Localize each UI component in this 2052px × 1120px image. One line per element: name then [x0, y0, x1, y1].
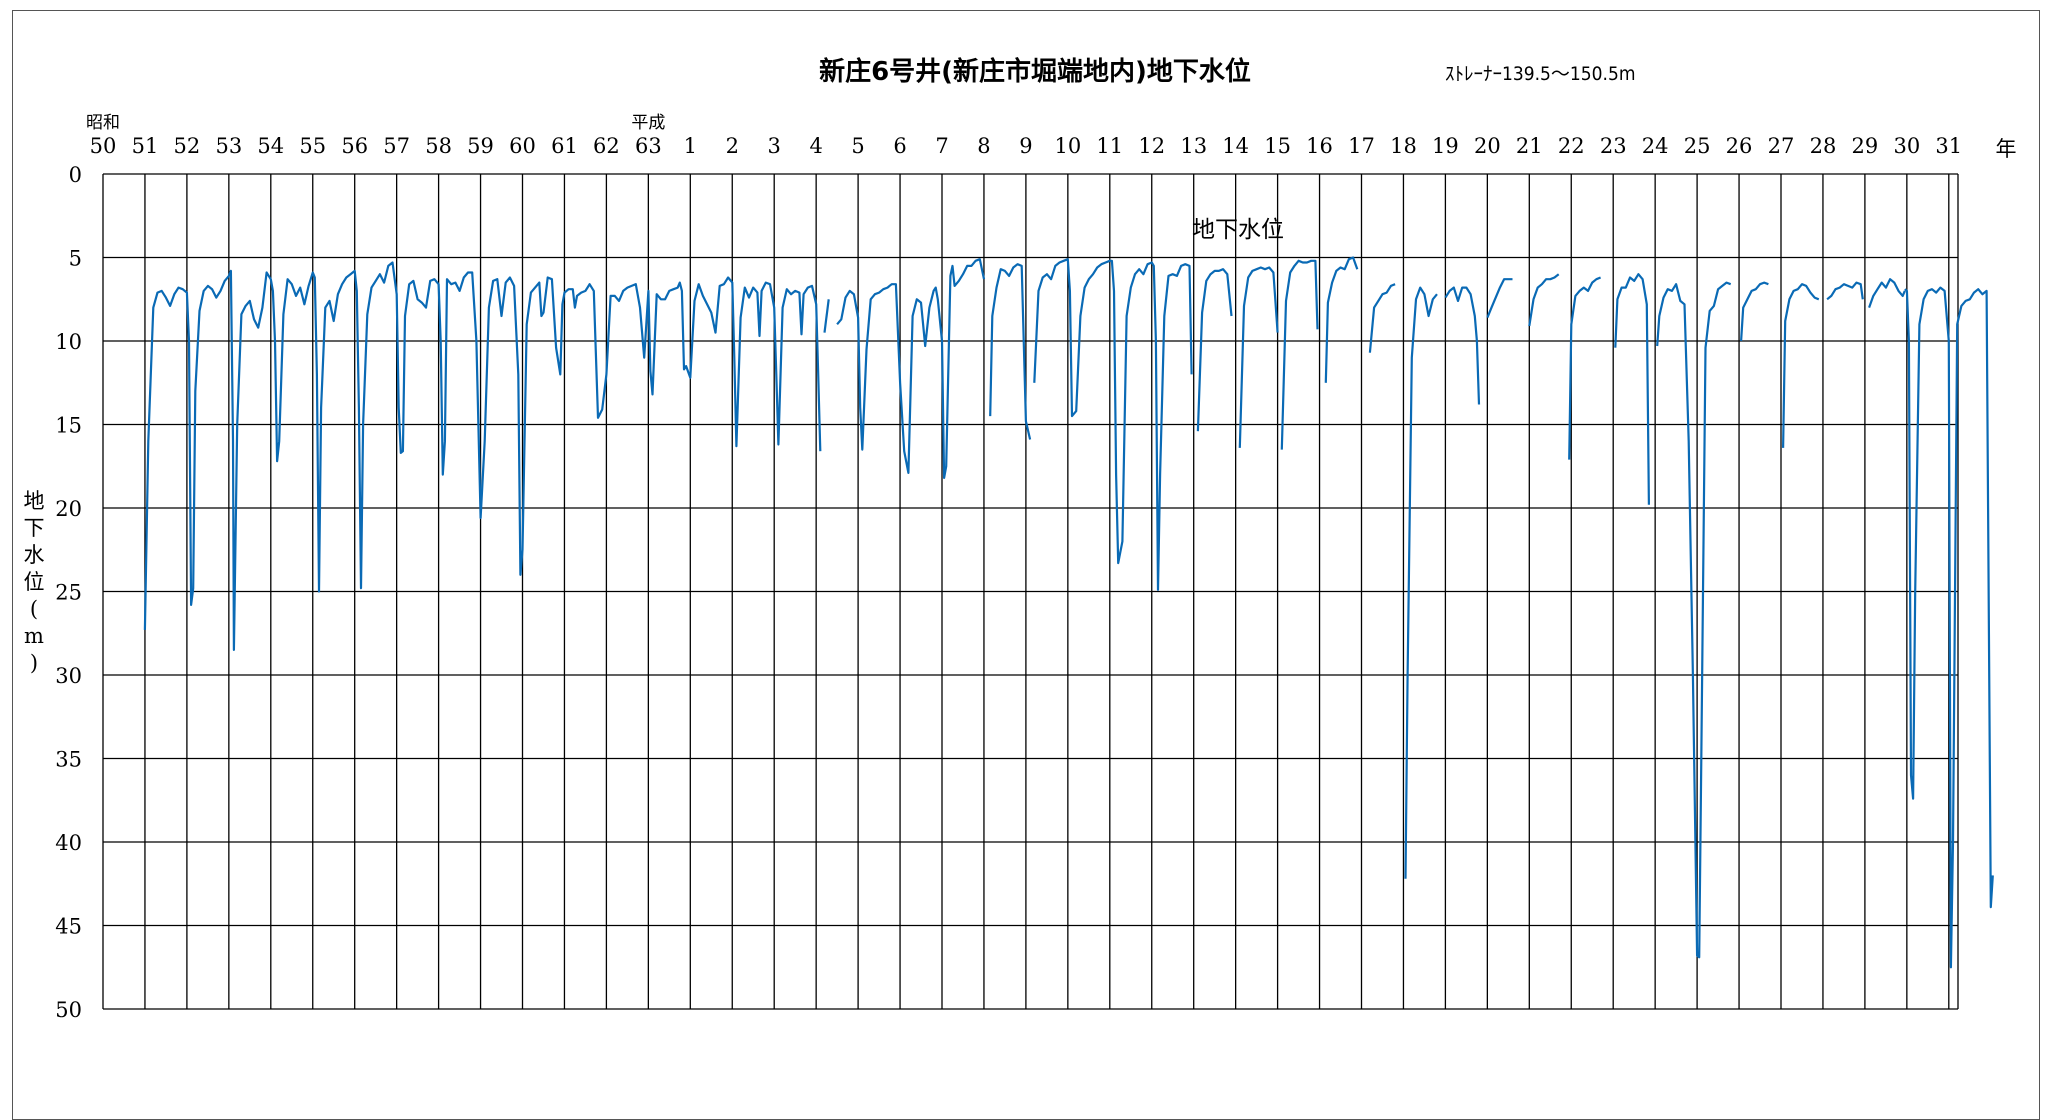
- x-tick-label: 53: [215, 134, 242, 158]
- series-line-segment: [1444, 286, 1481, 405]
- series-line-segment: [823, 299, 830, 333]
- x-tick-label: 18: [1390, 134, 1417, 158]
- x-tick-label: 20: [1474, 134, 1501, 158]
- y-tick-label: 30: [55, 664, 82, 688]
- x-tick-label: 51: [132, 134, 159, 158]
- x-tick-label: 54: [257, 134, 284, 158]
- series-line-segment: [1324, 256, 1359, 383]
- era-label: 平成: [631, 113, 665, 133]
- y-axis-label-char: 水: [24, 543, 45, 567]
- y-axis-label-char: ): [30, 651, 38, 675]
- x-tick-label: 22: [1558, 134, 1585, 158]
- x-tick-label: 13: [1180, 134, 1207, 158]
- series-line-segment: [989, 263, 1032, 440]
- series-line-segment: [1404, 286, 1438, 879]
- x-tick-label: 14: [1222, 134, 1249, 158]
- y-axis-label-char: 下: [24, 516, 45, 540]
- series-line-segment: [1904, 286, 1994, 969]
- x-tick-label: 26: [1726, 134, 1753, 158]
- series-line-segment: [1656, 281, 1732, 959]
- x-tick-label: 4: [809, 134, 822, 158]
- x-tick-label: 25: [1684, 134, 1711, 158]
- x-tick-label: 29: [1852, 134, 1879, 158]
- x-tick-label: 50: [90, 134, 117, 158]
- x-tick-label: 60: [509, 134, 536, 158]
- y-tick-labels: 0 5 10 15 20 25 30 35 40 45 50: [55, 163, 82, 1022]
- series-line-segment: [1368, 283, 1396, 353]
- x-tick-label: 11: [1096, 134, 1123, 158]
- x-tick-label: 28: [1810, 134, 1837, 158]
- series-line-segment: [1826, 281, 1864, 301]
- y-tick-label: 40: [55, 831, 82, 855]
- series-line-segment: [1486, 278, 1513, 319]
- y-tick-label: 0: [69, 163, 82, 187]
- series-line-segment: [1614, 273, 1650, 505]
- y-axis-label-char: (: [30, 597, 38, 621]
- x-tick-label: 15: [1264, 134, 1291, 158]
- era-label: 昭和: [86, 113, 120, 133]
- x-tick-label: 1: [684, 134, 697, 158]
- series-groundwater-level: [143, 256, 1994, 969]
- x-axis-unit: 年: [1996, 137, 2017, 161]
- era-labels: 昭和 平成: [86, 113, 665, 133]
- series-line-segment: [1238, 266, 1279, 448]
- strainer-label: ｽﾄﾚｰﾅｰ139.5～150.5m: [1445, 63, 1636, 85]
- x-tick-label: 7: [935, 134, 948, 158]
- x-tick-label: 3: [768, 134, 781, 158]
- series-line-segment: [143, 261, 822, 652]
- y-tick-label: 5: [69, 247, 82, 271]
- x-tick-label: 56: [341, 134, 368, 158]
- y-axis-label-char: 地: [24, 489, 45, 513]
- y-tick-label: 45: [55, 915, 82, 939]
- y-axis-label: 地下水位 ( m): [24, 489, 45, 675]
- series-line-segment: [1782, 283, 1820, 448]
- x-tick-label: 5: [851, 134, 864, 158]
- series-line-segment: [1280, 259, 1319, 450]
- series-line-segment: [1568, 276, 1602, 460]
- series-line-segment: [836, 258, 986, 479]
- y-tick-label: 10: [55, 330, 82, 354]
- x-tick-label: 16: [1306, 134, 1333, 158]
- x-tick-label: 12: [1138, 134, 1165, 158]
- x-tick-label: 9: [1019, 134, 1032, 158]
- x-tick-label: 63: [635, 134, 662, 158]
- x-tick-label: 61: [551, 134, 578, 158]
- x-tick-labels: 50 51 52 53 54 55 56 57 58 59 60 61 62 63 1 2 3 4 5 6 7 8 9 10 1…: [90, 134, 1963, 158]
- x-tick-label: 62: [593, 134, 620, 158]
- series-line-segment: [1740, 281, 1769, 342]
- y-tick-label: 25: [55, 581, 82, 605]
- series-line-segment: [1868, 278, 1906, 308]
- series-line-segment: [1196, 268, 1233, 432]
- x-tick-label: 24: [1642, 134, 1669, 158]
- x-tick-label: 59: [467, 134, 494, 158]
- y-tick-label: 35: [55, 748, 82, 772]
- series-label: 地下水位: [1192, 217, 1284, 243]
- x-tick-label: 31: [1935, 134, 1962, 158]
- series-line-segment: [1033, 258, 1193, 591]
- x-tick-label: 6: [893, 134, 906, 158]
- y-axis-label-char: m: [24, 624, 44, 648]
- y-axis-label-char: 位: [24, 570, 45, 594]
- x-tick-label: 2: [726, 134, 739, 158]
- chart-title: 新庄6号井(新庄市堀端地内)地下水位: [819, 56, 1251, 87]
- x-tick-label: 23: [1600, 134, 1627, 158]
- x-tick-label: 55: [299, 134, 326, 158]
- x-tick-label: 52: [174, 134, 201, 158]
- y-tick-label: 15: [55, 414, 82, 438]
- x-tick-label: 10: [1054, 134, 1081, 158]
- y-tick-label: 20: [55, 497, 82, 521]
- x-tick-label: 58: [425, 134, 452, 158]
- x-tick-label: 27: [1768, 134, 1795, 158]
- x-tick-label: 21: [1516, 134, 1543, 158]
- x-tick-label: 30: [1893, 134, 1920, 158]
- x-tick-label: 17: [1348, 134, 1375, 158]
- x-tick-label: 19: [1432, 134, 1459, 158]
- y-tick-label: 50: [55, 998, 82, 1022]
- series-line-segment: [1528, 273, 1560, 327]
- x-tick-label: 57: [383, 134, 410, 158]
- x-tick-label: 8: [977, 134, 990, 158]
